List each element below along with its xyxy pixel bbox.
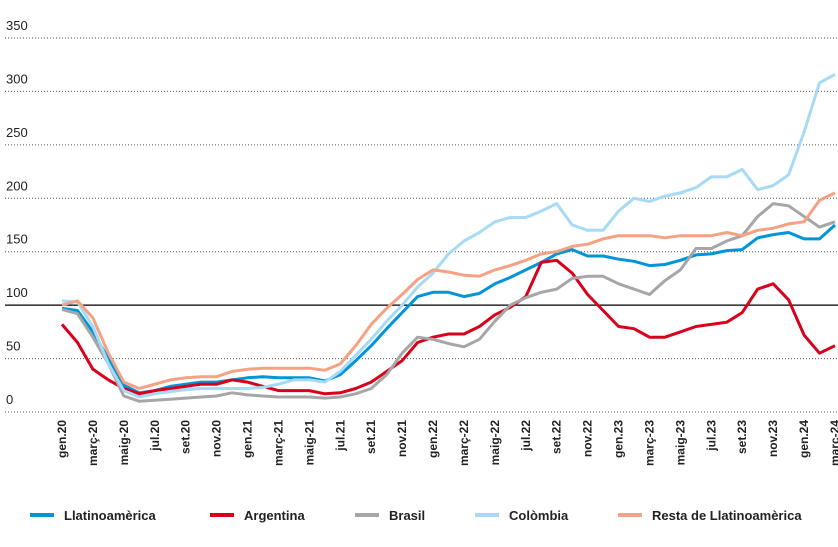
- y-tick-label: 100: [6, 285, 28, 300]
- x-tick-label: març-21: [271, 420, 285, 466]
- x-tick-label: març-20: [86, 420, 100, 466]
- x-tick-label: jul.22: [519, 420, 533, 452]
- x-tick-label: maig-22: [488, 420, 502, 466]
- x-tick-label: set.21: [364, 420, 378, 454]
- legend-label: Argentina: [244, 508, 305, 523]
- x-tick-label: jul.23: [704, 420, 718, 452]
- legend-label: Resta de Llatinoamèrica: [652, 508, 802, 523]
- x-tick-label: set.23: [735, 420, 749, 454]
- x-tick-label: març-24: [828, 420, 838, 466]
- x-tick-label: nov.20: [210, 420, 224, 457]
- x-tick-label: jul.21: [333, 420, 347, 452]
- x-tick-label: maig-20: [117, 420, 131, 466]
- y-tick-label: 250: [6, 125, 28, 140]
- y-tick-label: 50: [6, 339, 20, 354]
- legend-label: Llatinoamèrica: [64, 508, 157, 523]
- series-line: [60, 258, 836, 396]
- x-tick-label: nov.21: [395, 420, 409, 457]
- series-line: [61, 202, 836, 403]
- x-tick-label: març-23: [642, 420, 656, 466]
- series-line: [61, 191, 836, 390]
- x-tick-label: jul.20: [148, 420, 162, 452]
- x-tick-label: gen.23: [612, 420, 626, 458]
- x-tick-label: set.20: [179, 420, 193, 454]
- x-tick-label: set.22: [550, 420, 564, 454]
- y-tick-label: 0: [6, 392, 13, 407]
- x-tick-label: gen.21: [241, 420, 255, 458]
- x-tick-label: març-22: [457, 420, 471, 466]
- x-tick-label: maig-21: [302, 420, 316, 466]
- y-tick-label: 300: [6, 71, 28, 86]
- y-tick-label: 200: [6, 178, 28, 193]
- x-tick-label: gen.22: [426, 420, 440, 458]
- x-tick-label: maig-23: [673, 420, 687, 466]
- legend-label: Brasil: [389, 508, 425, 523]
- x-tick-label: gen.20: [55, 420, 69, 458]
- x-tick-label: gen.24: [797, 420, 811, 458]
- y-tick-label: 150: [6, 232, 28, 247]
- x-tick-label: nov.23: [766, 420, 780, 457]
- series-line: [61, 72, 836, 399]
- legend-label: Colòmbia: [509, 508, 569, 523]
- x-tick-label: nov.22: [581, 420, 595, 457]
- y-tick-label: 350: [6, 18, 28, 33]
- series-line: [61, 223, 837, 395]
